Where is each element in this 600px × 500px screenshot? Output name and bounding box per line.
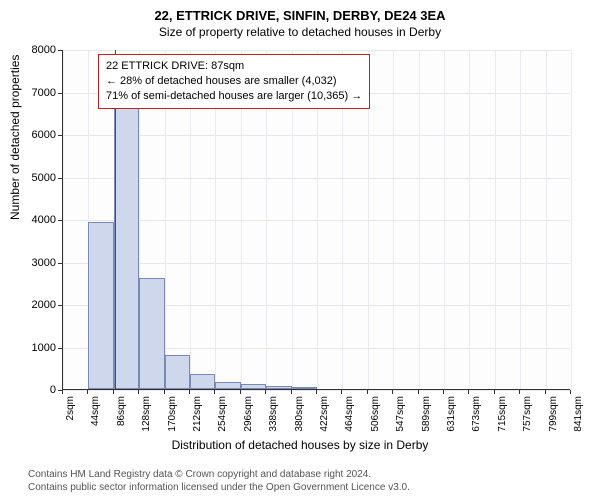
y-tick-label: 2000 (6, 299, 56, 311)
y-tick-label: 8000 (6, 44, 56, 56)
x-tick-label: 757sqm (522, 396, 533, 432)
histogram-bar (241, 384, 266, 389)
x-tick-label: 841sqm (573, 396, 584, 432)
x-tick-label: 673sqm (471, 396, 482, 432)
page-title: 22, ETTRICK DRIVE, SINFIN, DERBY, DE24 3… (0, 0, 600, 23)
x-tick-label: 338sqm (268, 396, 279, 432)
x-tick-label: 464sqm (344, 396, 355, 432)
x-tick-label: 128sqm (141, 396, 152, 432)
footer-line-2: Contains public sector information licen… (28, 481, 410, 494)
x-tick-label: 547sqm (395, 396, 406, 432)
y-tick-label: 7000 (6, 87, 56, 99)
x-axis-label: Distribution of detached houses by size … (0, 438, 600, 452)
histogram-bar (190, 374, 215, 389)
histogram-bar (139, 278, 164, 389)
histogram-bar (88, 222, 113, 389)
infobox-line: 22 ETTRICK DRIVE: 87sqm (106, 59, 362, 74)
x-tick-label: 631sqm (446, 396, 457, 432)
x-tick-label: 380sqm (294, 396, 305, 432)
infobox-line: ← 28% of detached houses are smaller (4,… (106, 74, 362, 89)
histogram-chart: 22 ETTRICK DRIVE: 87sqm← 28% of detached… (62, 50, 570, 390)
x-tick-label: 506sqm (370, 396, 381, 432)
y-tick-label: 6000 (6, 129, 56, 141)
histogram-bar (215, 382, 240, 389)
y-tick-label: 3000 (6, 257, 56, 269)
x-tick-label: 799sqm (548, 396, 559, 432)
histogram-bar (266, 386, 291, 389)
histogram-bar (114, 103, 139, 389)
y-tick-label: 0 (6, 384, 56, 396)
y-tick-label: 5000 (6, 172, 56, 184)
histogram-bar (292, 387, 317, 389)
x-tick-label: 212sqm (192, 396, 203, 432)
x-tick-label: 296sqm (243, 396, 254, 432)
x-tick-label: 44sqm (90, 396, 101, 426)
footer-line-1: Contains HM Land Registry data © Crown c… (28, 468, 410, 481)
x-tick-label: 589sqm (421, 396, 432, 432)
x-tick-label: 715sqm (497, 396, 508, 432)
property-info-box: 22 ETTRICK DRIVE: 87sqm← 28% of detached… (98, 54, 370, 109)
page-subtitle: Size of property relative to detached ho… (0, 23, 600, 39)
x-tick-label: 86sqm (116, 396, 127, 426)
x-tick-label: 254sqm (217, 396, 228, 432)
footer-text: Contains HM Land Registry data © Crown c… (28, 468, 410, 494)
x-tick-label: 422sqm (319, 396, 330, 432)
histogram-bar (165, 355, 190, 389)
x-tick-label: 170sqm (167, 396, 178, 432)
y-tick-label: 4000 (6, 214, 56, 226)
x-tick-label: 2sqm (65, 396, 76, 420)
infobox-line: 71% of semi-detached houses are larger (… (106, 89, 362, 104)
y-tick-label: 1000 (6, 342, 56, 354)
